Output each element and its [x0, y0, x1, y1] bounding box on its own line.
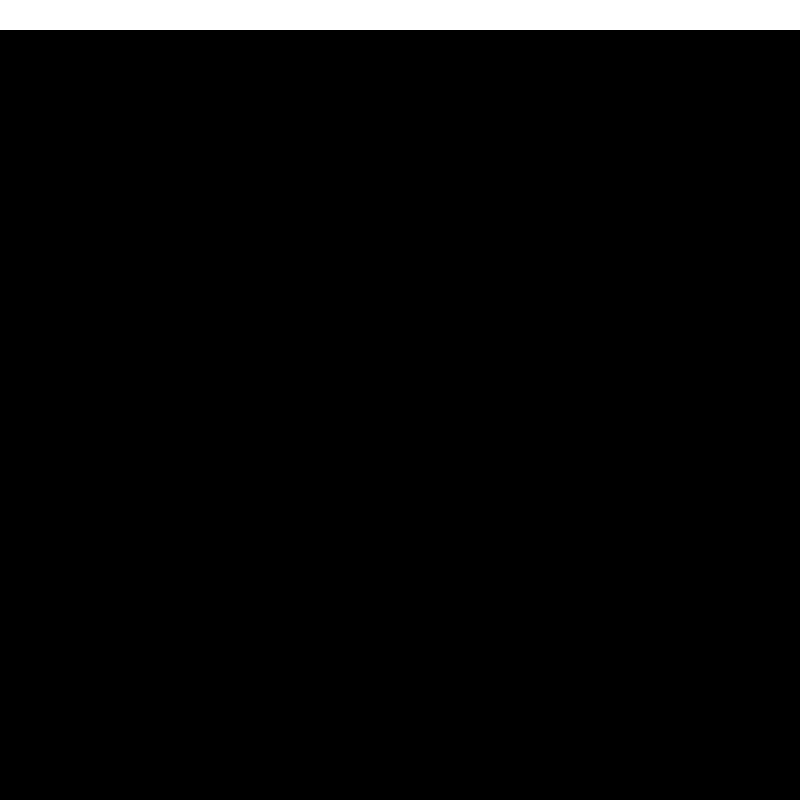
- heatmap-frame: [0, 30, 800, 800]
- heatmap-canvas-wrap: [36, 66, 764, 764]
- bottleneck-heatmap: [36, 66, 336, 216]
